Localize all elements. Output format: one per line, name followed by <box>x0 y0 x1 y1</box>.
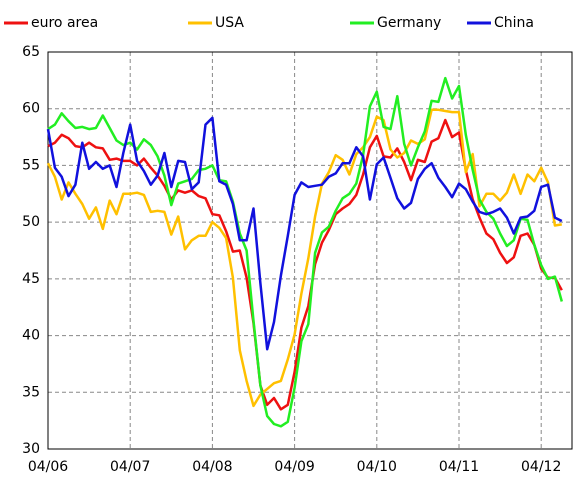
y-tick-label: 60 <box>22 101 40 117</box>
x-tick-label: 04/07 <box>110 459 150 475</box>
y-tick-label: 40 <box>22 328 40 344</box>
series-line <box>47 118 563 411</box>
y-tick-label: 50 <box>22 214 40 230</box>
y-tick-label: 45 <box>22 271 40 287</box>
x-tick-label: 04/08 <box>192 459 232 475</box>
plot-frame <box>47 51 573 450</box>
legend-label: Germany <box>377 15 441 31</box>
y-tick-label: 30 <box>22 441 40 457</box>
legend-label: euro area <box>31 15 98 31</box>
x-tick-label: 04/11 <box>439 459 479 475</box>
series-line <box>46 108 562 408</box>
y-tick-label: 55 <box>22 157 40 173</box>
y-tick-label: 35 <box>22 384 40 400</box>
x-tick-label: 04/12 <box>521 459 561 475</box>
x-tick-label: 04/09 <box>274 459 314 475</box>
series-line <box>46 116 563 351</box>
legend-label: China <box>494 15 534 31</box>
x-tick-label: 04/10 <box>357 459 397 475</box>
legend-label: USA <box>215 15 244 31</box>
x-tick-label: 04/06 <box>28 459 68 475</box>
series-line <box>47 76 564 428</box>
y-tick-label: 65 <box>22 44 40 60</box>
